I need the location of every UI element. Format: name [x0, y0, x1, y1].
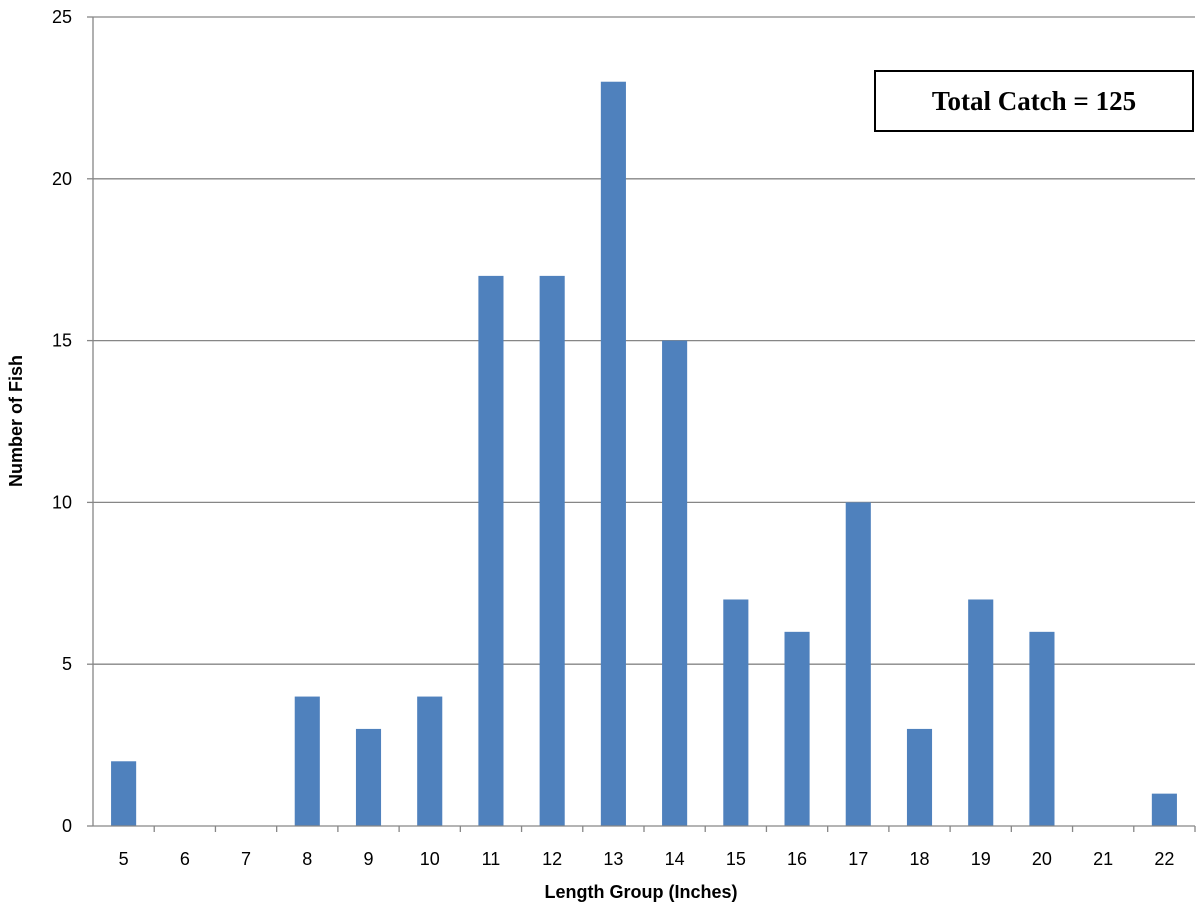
x-tick-label: 13: [603, 849, 623, 869]
y-tick-labels: 0 5 10 15 20 25: [52, 7, 93, 836]
x-tick-label: 6: [180, 849, 190, 869]
y-tick-label: 25: [52, 7, 72, 27]
x-tick-label: 14: [665, 849, 685, 869]
gridlines: [93, 16, 1195, 665]
y-axis-title: Number of Fish: [6, 355, 26, 487]
x-axis-title: Length Group (Inches): [545, 882, 738, 902]
x-tick-label: 22: [1154, 849, 1174, 869]
bar-14: [662, 340, 688, 826]
annotation-label: Total Catch = 125: [932, 86, 1136, 116]
bar-13: [600, 81, 626, 827]
bar-20: [1029, 631, 1055, 826]
total-catch-annotation: Total Catch = 125: [874, 70, 1194, 132]
bar-12: [539, 275, 565, 826]
x-tick-label: 15: [726, 849, 746, 869]
x-tick-label: 10: [420, 849, 440, 869]
x-tick-label: 17: [848, 849, 868, 869]
x-tick-label: 7: [241, 849, 251, 869]
y-tick-label: 20: [52, 169, 72, 189]
x-tick-label: 12: [542, 849, 562, 869]
bar-18: [906, 728, 933, 826]
bar-19: [968, 599, 994, 826]
bar-9: [355, 728, 382, 826]
x-tick-label: 20: [1032, 849, 1052, 869]
x-tick-label: 8: [302, 849, 312, 869]
bar-10: [417, 696, 443, 826]
x-tick-label: 16: [787, 849, 807, 869]
x-tick-label: 21: [1093, 849, 1113, 869]
y-tick-label: 10: [52, 492, 72, 512]
x-tick-labels: 5 6 7 8 9 10 11 12 13 14 15 16 17 18 19 20 21 22: [119, 826, 1196, 869]
y-tick-label: 5: [62, 654, 72, 674]
y-tick-label: 0: [62, 816, 72, 836]
x-tick-label: 19: [971, 849, 991, 869]
bar-15: [723, 599, 749, 826]
x-tick-label: 18: [909, 849, 929, 869]
x-tick-label: 5: [119, 849, 129, 869]
bar-16: [784, 631, 810, 826]
y-tick-label: 15: [52, 331, 72, 351]
bar-8: [294, 696, 320, 826]
bar-22: [1151, 793, 1177, 826]
x-tick-label: 9: [363, 849, 373, 869]
x-tick-label: 11: [482, 849, 501, 869]
bar-11: [478, 275, 504, 826]
bar-5: [111, 761, 137, 826]
bar-17: [845, 502, 871, 826]
annotation-box: [874, 70, 1194, 132]
bars: [111, 81, 1177, 827]
